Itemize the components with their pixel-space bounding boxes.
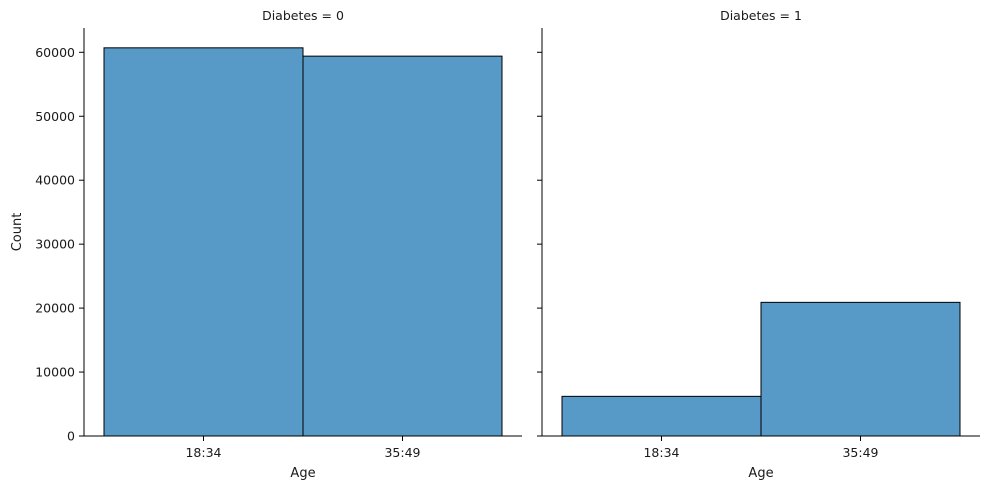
bar-left-35-49 — [302, 55, 503, 437]
x-tick-label-left: 35:49 — [384, 445, 420, 460]
bar-left-18-34 — [103, 47, 304, 437]
bar-right-18-34 — [561, 395, 762, 437]
y-tick-label: 60000 — [35, 45, 75, 60]
facet-title-right: Diabetes = 1 — [720, 8, 802, 23]
x-tick-label-right: 18:34 — [643, 445, 679, 460]
bar-right-35-49 — [760, 301, 961, 437]
x-axis-label-left: Age — [290, 466, 315, 481]
y-tick-label: 50000 — [35, 109, 75, 124]
y-tick-label: 40000 — [35, 173, 75, 188]
y-tick-label: 30000 — [35, 237, 75, 252]
y-tick-label: 0 — [67, 429, 75, 444]
x-tick-label-left: 18:34 — [185, 445, 221, 460]
y-axis-label: Count — [10, 213, 25, 252]
y-tick-label: 20000 — [35, 301, 75, 316]
x-tick-label-right: 35:49 — [842, 445, 878, 460]
y-tick-label: 10000 — [35, 365, 75, 380]
facet-title-left: Diabetes = 0 — [262, 8, 344, 23]
x-axis-label-right: Age — [748, 466, 773, 481]
